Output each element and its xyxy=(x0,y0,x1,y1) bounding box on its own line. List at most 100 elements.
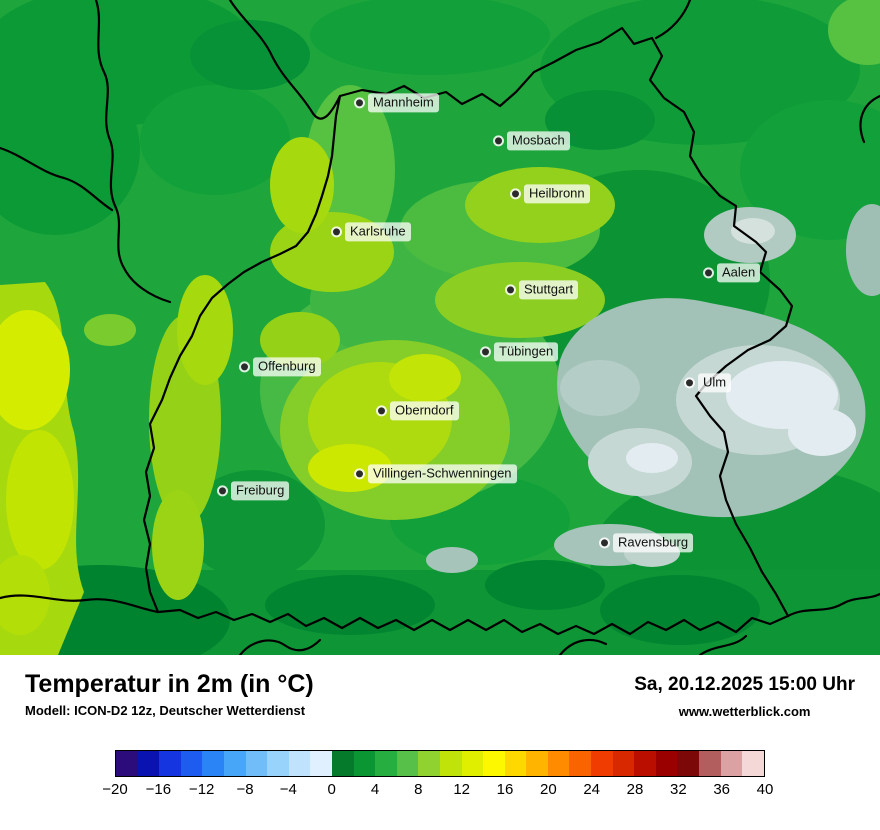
legend-color-segment xyxy=(353,751,376,777)
legend-color-segment xyxy=(720,751,743,777)
legend-tick-label: −8 xyxy=(236,781,254,799)
temp-zone-yellow-green xyxy=(0,137,615,655)
legend-color-segment xyxy=(137,751,160,777)
legend-color-segment xyxy=(591,751,613,777)
legend-tick-label: 28 xyxy=(626,781,644,799)
legend-tick-label: 4 xyxy=(370,781,380,799)
legend-color-segment xyxy=(116,751,138,777)
city-marker-oberndorf: Oberndorf xyxy=(378,401,459,421)
city-dot-icon xyxy=(356,470,363,478)
city-dot-icon xyxy=(705,269,712,277)
city-dot-icon xyxy=(356,99,363,107)
city-marker-stuttgart: Stuttgart xyxy=(507,280,579,300)
legend-color-segment xyxy=(245,751,268,777)
city-marker-ravensburg: Ravensburg xyxy=(601,533,694,553)
city-label: Freiburg xyxy=(231,481,290,501)
legend-tick-label: 40 xyxy=(756,781,774,799)
legend-tick-label: 36 xyxy=(713,781,730,799)
info-header: Temperatur in 2m (in °C) Modell: ICON-D2… xyxy=(25,669,855,720)
legend-color-segment xyxy=(331,751,354,777)
state-borders xyxy=(0,0,880,655)
city-marker-mosbach: Mosbach xyxy=(495,131,570,151)
city-label: Ravensburg xyxy=(613,533,694,553)
legend-color-segment xyxy=(569,751,592,777)
city-marker-mannheim: Mannheim xyxy=(356,93,439,113)
legend-tick-label: 12 xyxy=(453,781,470,799)
legend-color-segment xyxy=(418,751,440,777)
legend-color-segment xyxy=(634,751,656,777)
city-label: Villingen-Schwenningen xyxy=(368,464,517,484)
temperature-legend: −20 −16 −12 −8 −4 0 4 8 12 16 20 24 28 32 36 40 xyxy=(102,750,773,801)
legend-color-segment xyxy=(655,751,678,777)
legend-color-segment xyxy=(310,751,332,777)
legend-color-segment xyxy=(267,751,289,777)
legend-tick-label: 16 xyxy=(496,781,514,799)
legend-tick-label: 24 xyxy=(583,781,600,799)
legend-color-segment xyxy=(699,751,721,777)
legend-tick-label: 8 xyxy=(414,781,423,799)
city-marker-freiburg: Freiburg xyxy=(219,481,290,501)
city-label: Mosbach xyxy=(507,131,570,151)
city-dot-icon xyxy=(686,379,693,387)
legend-color-segment xyxy=(202,751,224,777)
legend-tick-labels: −20 −16 −12 −8 −4 0 4 8 12 16 20 24 28 32 36 40 xyxy=(102,781,773,801)
legend-color-segment xyxy=(439,751,462,777)
city-label: Heilbronn xyxy=(524,184,590,204)
city-label: Mannheim xyxy=(368,93,439,113)
legend-tick-label: 0 xyxy=(327,781,336,799)
legend-tick-label: 32 xyxy=(669,781,687,799)
legend-color-segment xyxy=(288,751,311,777)
legend-color-segment xyxy=(504,751,527,777)
info-panel: Temperatur in 2m (in °C) Modell: ICON-D2… xyxy=(0,655,880,830)
legend-color-segment xyxy=(159,751,181,777)
city-label: Aalen xyxy=(717,263,761,283)
city-dot-icon xyxy=(601,539,608,547)
temp-zone-cold-gray xyxy=(426,204,880,573)
city-dot-icon xyxy=(241,363,248,371)
legend-tick-label: −12 xyxy=(188,781,215,799)
model-info: Modell: ICON-D2 12z, Deutscher Wetterdie… xyxy=(25,703,306,718)
city-label: Karlsruhe xyxy=(345,222,411,242)
city-marker-karlsruhe: Karlsruhe xyxy=(333,222,411,242)
legend-color-segment xyxy=(396,751,419,777)
map-title: Temperatur in 2m (in °C) xyxy=(25,670,314,698)
city-dot-icon xyxy=(507,286,514,294)
legend-color-segment xyxy=(223,751,246,777)
temperature-map-svg xyxy=(0,0,880,655)
legend-color-segment xyxy=(547,751,570,777)
city-dot-icon xyxy=(378,407,385,415)
city-label: Tübingen xyxy=(494,342,559,362)
city-dot-icon xyxy=(512,190,519,198)
legend-colorbar xyxy=(115,750,765,778)
legend-color-segment xyxy=(742,751,764,777)
legend-color-segment xyxy=(375,751,397,777)
city-dot-icon xyxy=(333,228,340,236)
city-marker-t-bingen: Tübingen xyxy=(482,342,559,362)
legend-color-segment xyxy=(461,751,484,777)
info-header-left: Temperatur in 2m (in °C) Modell: ICON-D2… xyxy=(25,669,314,719)
legend-color-segment xyxy=(180,751,203,777)
temperature-map: Mannheim Mosbach Heilbronn Karlsruhe Stuttga… xyxy=(0,0,880,655)
city-marker-ulm: Ulm xyxy=(686,373,732,393)
city-label: Offenburg xyxy=(253,357,321,377)
legend-color-segment xyxy=(677,751,700,777)
legend-color-segment xyxy=(612,751,635,777)
city-dot-icon xyxy=(495,137,502,145)
info-header-right: Sa, 20.12.2025 15:00 Uhr www.wetterblick… xyxy=(634,674,855,720)
legend-tick-label: −16 xyxy=(145,781,172,799)
city-label: Oberndorf xyxy=(390,401,459,421)
legend-tick-label: −4 xyxy=(279,781,297,799)
city-marker-offenburg: Offenburg xyxy=(241,357,321,377)
city-marker-villingen-schwenningen: Villingen-Schwenningen xyxy=(356,464,517,484)
city-dot-icon xyxy=(482,348,489,356)
legend-tick-label: −20 xyxy=(102,781,128,799)
city-marker-heilbronn: Heilbronn xyxy=(512,184,590,204)
legend-tick-label: 20 xyxy=(539,781,557,799)
legend-color-segment xyxy=(483,751,505,777)
legend-color-segment xyxy=(526,751,548,777)
city-label: Stuttgart xyxy=(519,280,579,300)
city-label: Ulm xyxy=(698,373,732,393)
website-text: www.wetterblick.com xyxy=(678,703,811,719)
city-marker-aalen: Aalen xyxy=(705,263,761,283)
